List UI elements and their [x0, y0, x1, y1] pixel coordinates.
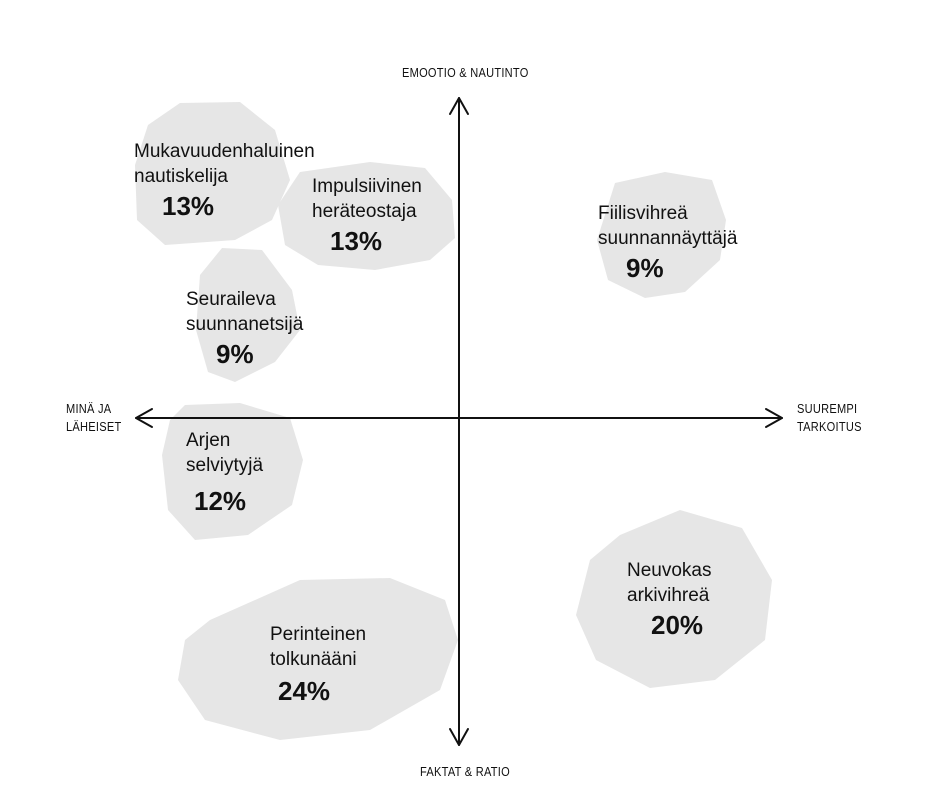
- segment-impulsiivinen: Impulsiivinen heräteostaja 13%: [312, 174, 422, 258]
- segment-percent: 13%: [330, 226, 383, 256]
- arrow-right-icon: [765, 408, 783, 428]
- segment-seuraileva: Seuraileva suunnanetsijä 9%: [186, 287, 303, 371]
- axis-label-right: SUUREMPI TARKOITUS: [797, 400, 862, 436]
- segment-percent: 9%: [216, 339, 254, 369]
- segment-percent: 13%: [162, 191, 215, 221]
- segment-percent: 9%: [626, 253, 664, 283]
- segment-name-line1: Impulsiivinen: [312, 176, 422, 197]
- blob-mukavuudenhaluinen: [135, 102, 290, 245]
- segment-percent: 20%: [651, 610, 704, 640]
- arrow-down-icon: [449, 728, 469, 746]
- axis-label-top: EMOOTIO & NAUTINTO: [402, 65, 529, 80]
- segment-name-line1: Perinteinen: [270, 624, 367, 645]
- segment-name-line2: suunnannäyttäjä: [598, 228, 738, 249]
- segment-name-line2: suunnanetsijä: [186, 314, 304, 335]
- axes: [135, 97, 783, 746]
- arrow-left-icon: [135, 408, 153, 428]
- segment-name-line2: selviytyjä: [186, 455, 264, 476]
- segment-name-line1: Fiilisvihreä: [598, 203, 688, 224]
- segment-name-line1: Arjen: [186, 430, 231, 451]
- axis-label-right-line1: SUUREMPI: [797, 401, 858, 416]
- blob-arjen: [162, 403, 303, 540]
- segment-fiilisvihrea: Fiilisvihreä suunnannäyttäjä 9%: [598, 201, 737, 285]
- segment-arjen: Arjen selviytyjä 12%: [186, 428, 263, 518]
- segment-neuvokas: Neuvokas arkivihreä 20%: [627, 558, 712, 642]
- segment-name-line2: arkivihreä: [627, 585, 710, 606]
- segment-name-line1: Neuvokas: [627, 560, 712, 581]
- blob-perinteinen: [178, 578, 458, 740]
- axis-label-left-line1: MINÄ JA: [66, 401, 112, 416]
- axis-label-right-line2: TARKOITUS: [797, 419, 862, 434]
- segment-name-line1: Seuraileva: [186, 289, 276, 310]
- blob-seuraileva: [196, 248, 300, 382]
- segment-percent: 12%: [194, 486, 247, 516]
- segment-name-line1: Mukavuudenhaluinen: [134, 141, 315, 162]
- blob-impulsiivinen: [278, 162, 455, 270]
- segment-name-line2: nautiskelija: [134, 166, 228, 187]
- segment-perinteinen: Perinteinen tolkunääni 24%: [270, 622, 366, 708]
- blob-fiilisvihrea: [597, 172, 726, 298]
- segment-percent: 24%: [278, 676, 331, 706]
- arrow-up-icon: [449, 97, 469, 115]
- axis-label-left-line2: LÄHEISET: [66, 419, 122, 434]
- axis-label-bottom: FAKTAT & RATIO: [420, 764, 510, 779]
- segment-name-line2: tolkunääni: [270, 649, 357, 670]
- segment-name-line2: heräteostaja: [312, 201, 417, 222]
- blob-neuvokas: [576, 510, 772, 688]
- segment-mukavuudenhaluinen: Mukavuudenhaluinen nautiskelija 13%: [134, 139, 315, 223]
- axis-label-left: MINÄ JA LÄHEISET: [66, 400, 121, 436]
